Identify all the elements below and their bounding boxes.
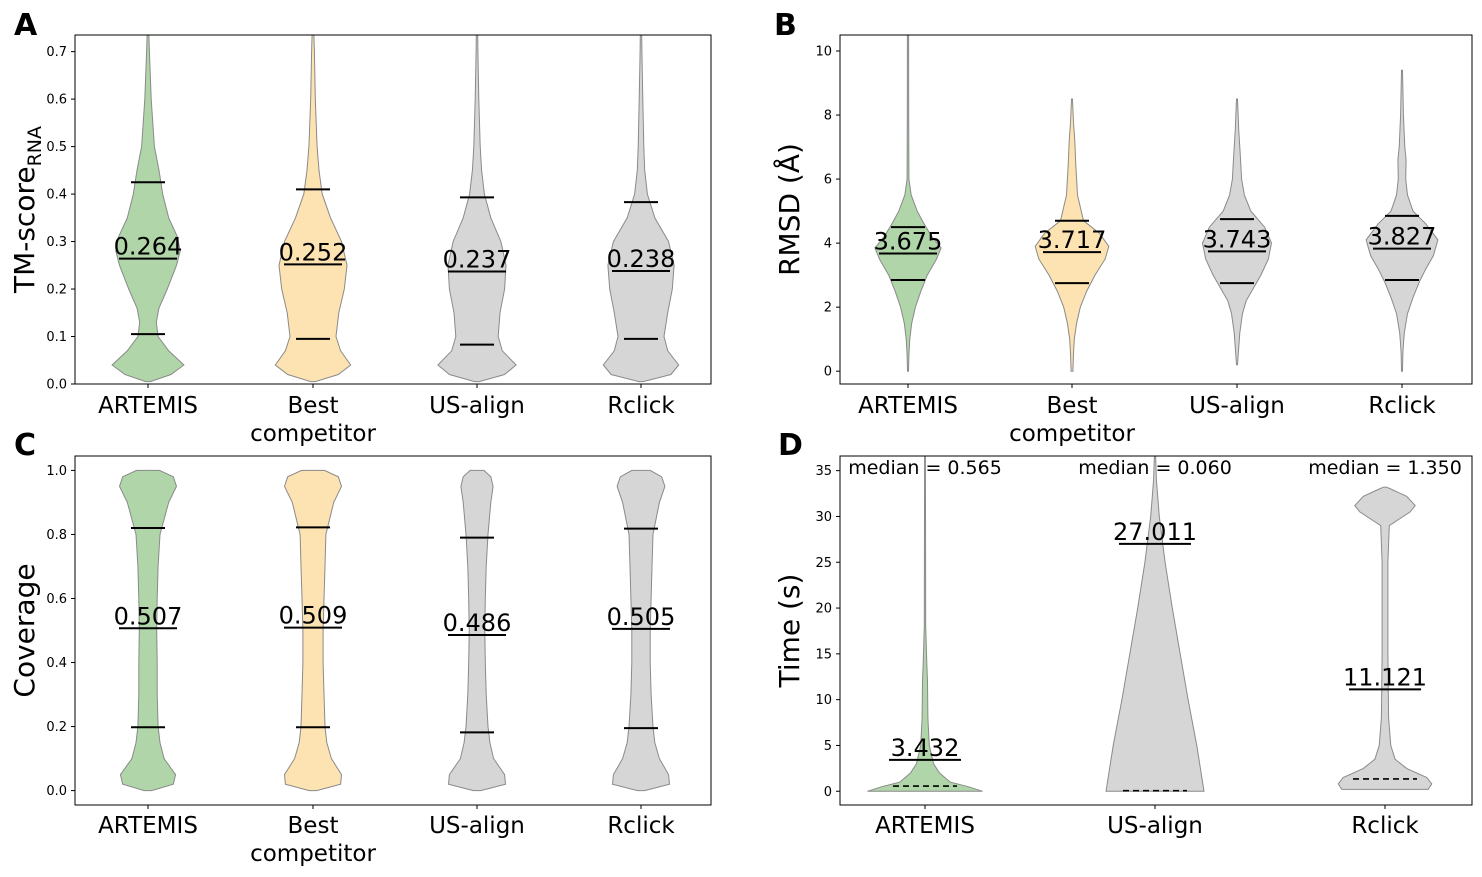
y-tick-label: 1.0 [46, 464, 67, 479]
violin-body [611, 469, 671, 792]
violins [118, 469, 671, 792]
y-tick-label: 0.0 [46, 378, 67, 393]
y-axis-label: Coverage [8, 563, 41, 697]
x-tick-label: Best competitor [1009, 393, 1135, 447]
y-tick-label: 0.2 [46, 720, 67, 735]
violin-body [602, 35, 680, 383]
y-tick-label: 15 [815, 647, 832, 662]
y-tick-label: 30 [815, 510, 832, 525]
x-tick-label: Best competitor [250, 393, 376, 447]
median-label: median = 0.565 [848, 457, 1002, 479]
violin-body [447, 469, 507, 792]
y-tick-label: 5 [824, 739, 832, 754]
y-tick-label: 0.4 [46, 188, 67, 203]
violin-body [1105, 456, 1205, 792]
y-tick-label: 0 [824, 785, 832, 800]
x-tick-label: ARTEMIS [858, 393, 958, 419]
violin-body [111, 35, 185, 383]
y-tick-label: 0 [824, 365, 832, 380]
violin-body [274, 35, 352, 383]
mean-label: 3.717 [1038, 226, 1107, 254]
mean-label: 0.509 [279, 602, 348, 630]
violin-body [867, 456, 983, 792]
mean-label: 0.264 [114, 233, 183, 261]
x-tick-label: US-align [1189, 393, 1285, 419]
x-tick-label: US-align [1107, 813, 1203, 839]
plot-frame [839, 455, 1473, 806]
x-tick-label: Rclick [1351, 813, 1419, 839]
violin-body [1034, 98, 1110, 372]
panel-letter: B [774, 8, 797, 43]
x-tick-label: Best competitor [250, 813, 376, 867]
mean-label: 0.505 [607, 603, 676, 631]
y-tick-label: 0.3 [46, 235, 67, 250]
y-tick-label: 25 [815, 556, 832, 571]
violins [874, 35, 1439, 372]
y-tick-label: 0.6 [46, 93, 67, 108]
y-tick-label: 0.0 [46, 784, 67, 799]
y-axis-label: RMSD (Å) [772, 143, 806, 276]
mean-label: 0.486 [443, 609, 512, 637]
y-tick-label: 10 [815, 693, 832, 708]
panel-letter: D [778, 428, 803, 463]
panel-b: 3.675 3.717 3.743 3.827 0 2 4 6 8 10 ARTEMIS Best co… [772, 8, 1473, 447]
x-tick-label: Rclick [607, 813, 675, 839]
y-tick-label: 0.7 [46, 45, 67, 60]
violins [867, 456, 1433, 792]
violin-body [118, 469, 178, 792]
x-tick-label: Rclick [1368, 393, 1436, 419]
mean-label: 0.252 [279, 238, 348, 266]
y-tick-label: 20 [815, 602, 832, 617]
y-tick-label: 10 [815, 45, 832, 60]
mean-label: 0.507 [114, 602, 183, 630]
mean-label: 3.743 [1203, 225, 1272, 253]
violins [111, 35, 680, 383]
y-tick-label: 35 [815, 464, 832, 479]
plot-frame [839, 34, 1473, 385]
panel-letter: C [14, 428, 36, 463]
x-tick-label: ARTEMIS [98, 393, 198, 419]
y-axis-label: Time (s) [773, 574, 806, 689]
median-label: median = 1.350 [1308, 457, 1462, 479]
x-tick-label: US-align [429, 393, 525, 419]
mean-label: 11.121 [1343, 663, 1427, 691]
x-tick-label: Rclick [607, 393, 675, 419]
y-axis-label: TM-scoreRNA [8, 126, 46, 294]
median-label: median = 0.060 [1078, 457, 1232, 479]
x-tick-label: US-align [429, 813, 525, 839]
panel-a: 0.264 0.252 0.237 0.238 0.0 0.1 0.2 0.3 0.4 0.5 0.… [8, 8, 712, 447]
plot-frame [74, 34, 712, 385]
y-tick-label: 0.4 [46, 656, 67, 671]
violin-body [283, 469, 343, 792]
violin-body [1365, 69, 1439, 372]
x-tick-label: ARTEMIS [875, 813, 975, 839]
violin-body [437, 35, 517, 383]
mean-label: 3.827 [1368, 223, 1437, 251]
plot-frame [74, 455, 712, 806]
mean-label: 0.237 [443, 245, 512, 273]
mean-label: 3.432 [891, 734, 960, 762]
mean-label: 0.238 [607, 245, 676, 273]
violin-body [1337, 486, 1433, 790]
y-tick-label: 0.1 [46, 330, 67, 345]
y-tick-label: 6 [824, 173, 832, 188]
mean-label: 27.011 [1113, 518, 1197, 546]
y-tick-label: 0.5 [46, 140, 67, 155]
panel-letter: A [14, 8, 38, 43]
y-tick-label: 0.8 [46, 528, 67, 543]
y-tick-label: 8 [824, 109, 832, 124]
violin-body [874, 35, 942, 372]
y-tick-label: 0.6 [46, 592, 67, 607]
violin-body [1201, 98, 1273, 366]
panel-d: 3.432 median = 0.565 27.011 median = 0.060 1… [773, 428, 1473, 839]
y-tick-label: 4 [824, 237, 832, 252]
y-tick-label: 2 [824, 301, 832, 316]
mean-label: 3.675 [874, 228, 943, 256]
y-tick-label: 0.2 [46, 283, 67, 298]
panel-c: 0.507 0.509 0.486 0.505 0.0 0.2 0.4 0.6 0.8 1.0 AR… [8, 428, 712, 867]
x-tick-label: ARTEMIS [98, 813, 198, 839]
